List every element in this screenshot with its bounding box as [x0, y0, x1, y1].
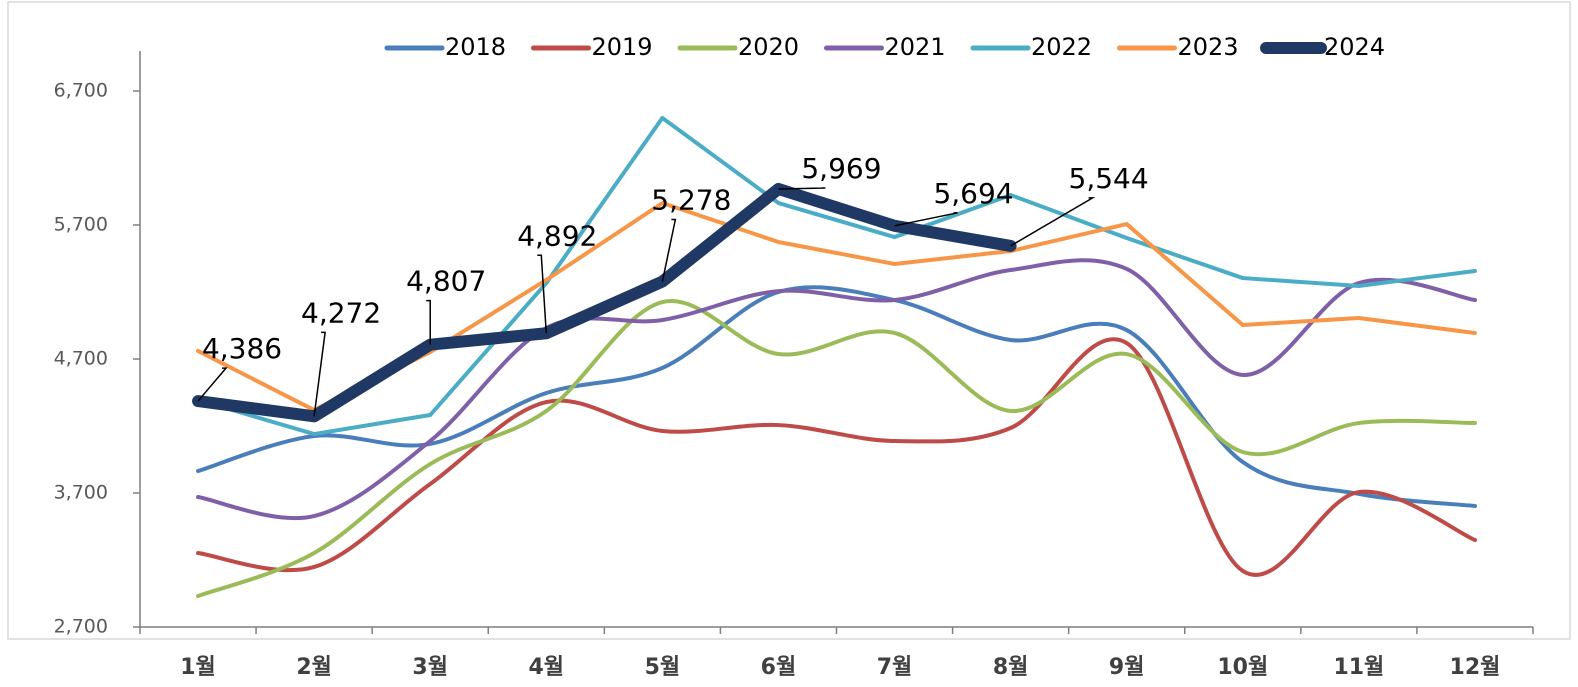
series-line — [196, 258, 1477, 521]
y-tick-label: 5,700 — [54, 214, 108, 236]
y-tick-label: 2,700 — [54, 616, 108, 638]
x-tick-label: 10월 — [1217, 655, 1268, 680]
x-tick-label: 1월 — [180, 655, 216, 680]
legend-label: 2024 — [1324, 33, 1385, 61]
series-line — [196, 285, 1477, 508]
leader-line — [537, 254, 548, 334]
leader-line — [313, 331, 326, 417]
leader-line — [426, 299, 431, 345]
series-line — [196, 337, 1477, 577]
legend-label: 2023 — [1178, 33, 1239, 61]
data-label: 5,694 — [933, 177, 1013, 210]
data-label: 5,969 — [801, 152, 881, 185]
legend-label: 2020 — [738, 33, 799, 61]
data-label: 4,892 — [517, 219, 597, 252]
x-tick-label: 7월 — [877, 655, 913, 680]
series-line — [196, 115, 1477, 437]
y-tick-label: 6,700 — [54, 80, 108, 102]
x-tick-label: 5월 — [645, 655, 681, 680]
series-line — [196, 298, 1477, 599]
x-tick-label: 3월 — [412, 655, 448, 680]
y-tick-label: 4,700 — [54, 348, 108, 370]
leader-line — [778, 187, 826, 190]
legend-label: 2021 — [885, 33, 946, 61]
data-label: 4,272 — [301, 296, 381, 329]
leader-line — [1010, 197, 1096, 247]
y-tick-label: 3,700 — [54, 482, 108, 504]
x-tick-label: 4월 — [529, 655, 565, 680]
data-label: 5,544 — [1069, 162, 1149, 195]
x-tick-label: 11월 — [1333, 655, 1384, 680]
x-tick-label: 9월 — [1109, 655, 1145, 680]
data-label: 4,386 — [202, 332, 282, 365]
legend-label: 2018 — [445, 33, 506, 61]
chart-border — [7, 1, 1571, 640]
x-tick-label: 2월 — [296, 655, 332, 680]
series-line — [192, 182, 1017, 423]
leader-line — [197, 367, 228, 402]
data-label: 4,807 — [406, 265, 486, 298]
leader-line — [894, 212, 958, 227]
leader-line — [661, 218, 677, 282]
legend-label: 2019 — [592, 33, 653, 61]
data-label: 5,278 — [651, 184, 731, 217]
x-tick-label: 12월 — [1450, 655, 1501, 680]
x-tick-label: 6월 — [761, 655, 797, 680]
x-tick-label: 8월 — [993, 655, 1029, 680]
series-line — [196, 201, 1477, 413]
legend-label: 2022 — [1031, 33, 1092, 61]
